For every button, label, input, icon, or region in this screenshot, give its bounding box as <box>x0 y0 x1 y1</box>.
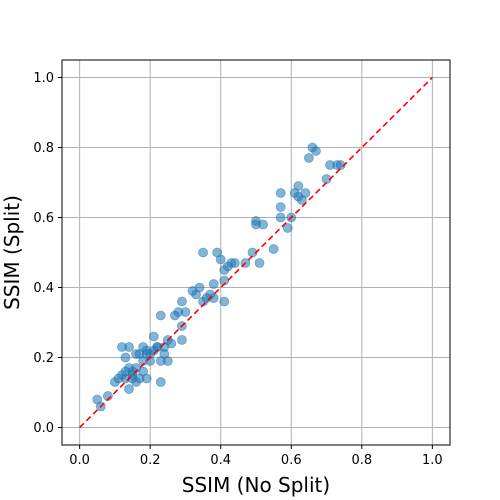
reference-line-group <box>79 76 433 429</box>
plot-frame <box>61 59 451 446</box>
data-point <box>166 338 177 349</box>
data-point <box>208 279 219 289</box>
x-axis-label: SSIM (No Split) <box>182 473 330 497</box>
data-point <box>148 331 159 342</box>
x-tick-label: 0.6 <box>281 453 302 468</box>
data-point <box>155 377 166 387</box>
data-point <box>180 307 191 317</box>
y-axis-label: SSIM (Split) <box>0 195 24 310</box>
data-point <box>155 310 166 321</box>
data-point <box>229 258 240 268</box>
y-tick-label: 0.8 <box>33 141 54 156</box>
y-tick-label: 0.6 <box>33 211 54 226</box>
data-point <box>162 356 173 366</box>
reference-line <box>79 76 433 429</box>
data-point <box>124 384 134 394</box>
data-point <box>219 296 230 307</box>
data-point <box>198 247 208 258</box>
data-point <box>124 342 134 352</box>
data-point <box>282 223 293 233</box>
data-point <box>275 212 286 223</box>
data-point <box>141 373 152 384</box>
y-tick-label: 0.4 <box>33 281 54 296</box>
data-points <box>92 142 346 412</box>
data-point <box>194 282 205 293</box>
data-point <box>177 335 187 345</box>
x-tick-label: 1.0 <box>422 453 443 468</box>
x-tick-label: 0.4 <box>210 453 231 468</box>
data-point <box>311 146 321 156</box>
x-tick-label: 0.0 <box>69 453 90 468</box>
axis-ticks: 0.0 0.0 0.2 0.2 0.4 0.4 0.6 0.6 0.8 0.8 1.0 1.0 <box>33 71 442 468</box>
data-point <box>275 188 286 198</box>
data-point <box>293 181 304 191</box>
y-tick-label: 0.2 <box>33 351 54 366</box>
y-tick-label: 1.0 <box>33 71 54 86</box>
data-point <box>177 296 187 307</box>
data-point <box>254 258 265 268</box>
data-point <box>120 352 131 363</box>
data-point <box>275 202 286 212</box>
x-tick-label: 0.8 <box>351 453 372 468</box>
data-point <box>300 188 311 198</box>
data-point <box>215 254 226 265</box>
data-point <box>304 153 314 163</box>
data-point <box>258 219 268 230</box>
x-tick-label: 0.2 <box>140 453 161 468</box>
data-point <box>268 244 279 254</box>
y-tick-label: 0.0 <box>33 421 54 436</box>
